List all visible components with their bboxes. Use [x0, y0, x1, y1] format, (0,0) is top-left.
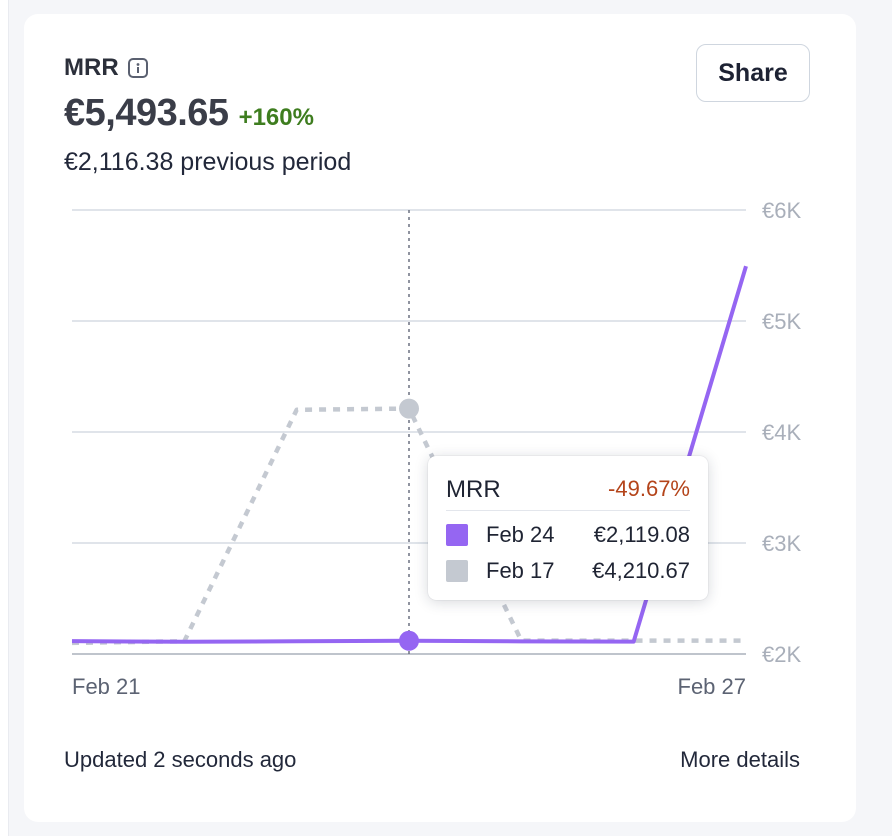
- tooltip-date: Feb 24: [486, 522, 555, 547]
- tooltip-change: -49.67%: [608, 476, 690, 501]
- value-row: €5,493.65 +160%: [64, 92, 314, 135]
- mrr-line-chart: €6K €5K €4K €3K €2K Feb 21 Feb 27: [71, 198, 801, 699]
- tooltip-value: €4,210.67: [592, 558, 690, 583]
- card-title: MRR: [64, 54, 119, 81]
- card-title-row: MRR: [64, 54, 149, 82]
- info-icon[interactable]: [127, 57, 149, 79]
- x-tick-label: Feb 27: [678, 674, 747, 699]
- previous-period-text: €2,116.38 previous period: [64, 148, 352, 176]
- tooltip-row-previous: Feb 17 €4,210.67: [446, 556, 690, 586]
- previous-highlight-point: [399, 398, 419, 419]
- tooltip-title: MRR: [446, 476, 501, 503]
- more-details-link[interactable]: More details: [680, 747, 800, 772]
- mrr-card: MRR €5,493.65 +160% €2,116.38 previous p…: [24, 14, 856, 822]
- tooltip-header: MRR -49.67%: [446, 476, 690, 511]
- left-panel-edge: [0, 0, 9, 836]
- x-tick-label: Feb 21: [72, 674, 141, 699]
- y-tick-label: €4K: [762, 420, 801, 445]
- current-value: €5,493.65: [64, 92, 229, 134]
- share-button[interactable]: Share: [696, 44, 810, 102]
- previous-swatch: [446, 560, 468, 582]
- y-tick-label: €2K: [762, 642, 801, 667]
- tooltip-row-current: Feb 24 €2,119.08: [446, 520, 690, 550]
- chart-tooltip: MRR -49.67% Feb 24 €2,119.08 Feb 17 €4,2…: [428, 456, 708, 600]
- updated-text: Updated 2 seconds ago: [64, 747, 297, 772]
- y-tick-label: €6K: [762, 198, 801, 223]
- current-highlight-point: [399, 630, 419, 651]
- y-tick-label: €3K: [762, 531, 801, 556]
- tooltip-date: Feb 17: [486, 558, 555, 583]
- change-badge: +160%: [238, 104, 314, 131]
- y-tick-label: €5K: [762, 309, 801, 334]
- tooltip-value: €2,119.08: [593, 522, 690, 547]
- current-swatch: [446, 524, 468, 546]
